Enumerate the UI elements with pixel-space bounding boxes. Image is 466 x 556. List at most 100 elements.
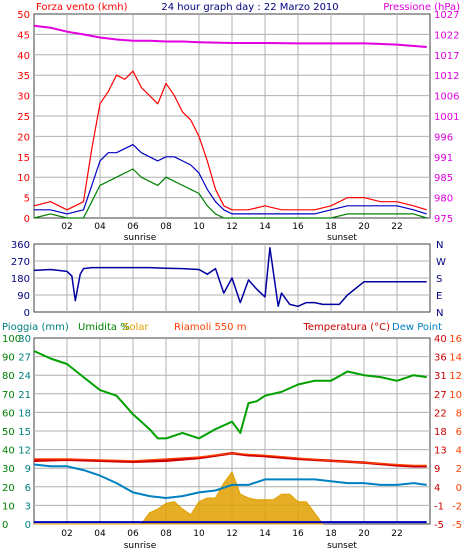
panel1-left-axis: 0 5 10 15 20 25 30 35 40 45 50 <box>17 10 30 225</box>
sunrise-label-1: sunrise <box>124 233 157 243</box>
p3-y-tick-dew: 0 <box>456 483 462 494</box>
p3-y-tick-dew: 4 <box>456 446 462 457</box>
p1-y-tick-right: 1012 <box>434 71 459 82</box>
panel3-title-riamoli: Riamoli 550 m <box>174 322 246 333</box>
p3-x-tick: 20 <box>358 529 370 539</box>
p1-y-tick-left: 35 <box>17 71 30 82</box>
p3-y-tick-rain: 18 <box>18 408 31 419</box>
sunrise-label-3: sunrise <box>124 541 157 551</box>
panel2-series <box>33 247 427 308</box>
p1-y-tick-right: 975 <box>434 214 453 225</box>
p3-y-tick-rain: 3 <box>25 501 31 512</box>
p2-compass-tick: W <box>436 257 446 268</box>
p2-y-tick: 90 <box>17 291 30 302</box>
p2-compass-tick: N <box>436 240 443 251</box>
p1-y-tick-left: 45 <box>17 30 30 41</box>
panel3-title-rain: Pioggia (mm) <box>2 322 69 333</box>
p1-y-tick-left: 5 <box>24 194 30 205</box>
p1-x-tick: 06 <box>127 222 139 232</box>
p3-y-tick-dew: 2 <box>456 464 462 475</box>
p3-y-tick-humidity: 70 <box>2 390 15 401</box>
p3-x-tick: 08 <box>160 529 172 539</box>
panel1-right-axis: 975 980 985 991 996 1001 1006 1012 1017 1022 1027 <box>434 10 459 225</box>
panel2-grid <box>34 244 430 312</box>
p3-y-tick-humidity: 20 <box>2 483 15 494</box>
panel2-left-axis: 0 90 180 270 360 <box>11 240 30 319</box>
p1-x-tick: 08 <box>160 222 172 232</box>
p3-y-tick-temp: 4 <box>434 483 440 494</box>
p1-y-tick-left: 15 <box>17 153 30 164</box>
panel3-title-solar: Solar <box>123 322 149 333</box>
panel3-title-humidity: Umidita % <box>78 322 130 333</box>
p2-compass-tick: N <box>436 308 443 319</box>
panel1-x-axis: 02 04 06 08 10 12 14 16 18 20 22 <box>61 222 402 232</box>
p3-y-tick-humidity: 0 <box>2 520 8 531</box>
series-pressure <box>33 24 427 48</box>
p1-y-tick-left: 10 <box>17 173 30 184</box>
p3-y-tick-dew: 12 <box>449 371 462 382</box>
series-avg <box>34 144 427 215</box>
p3-y-tick-dew: 14 <box>449 353 462 364</box>
p3-y-tick-temp: 27 <box>434 390 447 401</box>
p2-y-tick: 0 <box>24 308 30 319</box>
p1-x-tick: 10 <box>193 222 205 232</box>
p3-y-tick-temp: -5 <box>434 520 444 531</box>
p3-y-tick-rain: 0 <box>25 520 31 531</box>
p1-y-tick-left: 50 <box>17 10 30 21</box>
p3-y-tick-dew: 16 <box>449 334 462 345</box>
p3-y-tick-dew: 10 <box>449 390 462 401</box>
p3-y-tick-temp: 40 <box>434 334 447 345</box>
p3-y-tick-temp: -1 <box>434 501 444 512</box>
p1-y-tick-right: 996 <box>434 132 453 143</box>
p3-y-tick-humidity: 100 <box>2 334 21 345</box>
p1-y-tick-right: 985 <box>434 173 453 184</box>
p3-y-tick-rain: 9 <box>25 464 31 475</box>
p1-y-tick-left: 30 <box>17 92 30 103</box>
p1-x-tick: 02 <box>61 222 72 232</box>
p3-y-tick-humidity: 10 <box>2 501 15 512</box>
p1-x-tick: 20 <box>358 222 370 232</box>
series-riamoli <box>34 452 427 466</box>
series-dew <box>33 463 427 499</box>
series-direction <box>33 247 427 308</box>
p1-y-tick-right: 980 <box>434 194 453 205</box>
p3-x-tick: 14 <box>259 529 271 539</box>
p3-y-tick-humidity: 60 <box>2 408 15 419</box>
p3-x-tick: 10 <box>193 529 205 539</box>
p1-y-tick-left: 25 <box>17 112 30 123</box>
p3-y-tick-rain: 21 <box>18 390 31 401</box>
p1-y-tick-right: 1022 <box>434 30 459 41</box>
p3-y-tick-rain: 24 <box>18 371 31 382</box>
p1-y-tick-left: 40 <box>17 51 30 62</box>
series-solar <box>34 470 324 525</box>
panel1-title-right: Pressione (hPa) <box>383 2 460 13</box>
p3-y-tick-humidity: 50 <box>2 427 15 438</box>
p1-y-tick-right: 991 <box>434 153 453 164</box>
p3-y-tick-rain: 6 <box>25 483 31 494</box>
p3-x-tick: 04 <box>94 529 106 539</box>
p3-y-tick-temp: 9 <box>434 464 440 475</box>
p1-x-tick: 14 <box>259 222 271 232</box>
p3-x-tick: 18 <box>325 529 337 539</box>
p3-x-tick: 16 <box>292 529 304 539</box>
panel3-series <box>33 350 427 525</box>
p1-y-tick-right: 1006 <box>434 92 459 103</box>
p3-y-tick-temp: 13 <box>434 446 447 457</box>
p3-x-tick: 06 <box>127 529 139 539</box>
p3-y-tick-humidity: 80 <box>2 371 15 382</box>
p3-y-tick-dew: -5 <box>452 520 462 531</box>
p3-y-tick-temp: 18 <box>434 427 447 438</box>
p2-y-tick: 270 <box>11 257 30 268</box>
p3-y-tick-temp: 36 <box>434 353 447 364</box>
p3-y-tick-rain: 27 <box>18 353 31 364</box>
p3-y-tick-temp: 31 <box>434 371 447 382</box>
p2-y-tick: 360 <box>11 240 30 251</box>
sunset-label-3: sunset <box>327 541 357 551</box>
panel3-x-axis: 02 04 06 08 10 12 14 16 18 20 22 <box>61 529 402 539</box>
panel3-title-temp: Temperatura (°C) <box>302 322 390 333</box>
p3-x-tick: 12 <box>226 529 237 539</box>
panel1-title-left: Forza vento (kmh) <box>36 2 128 13</box>
p3-y-tick-humidity: 30 <box>2 464 15 475</box>
